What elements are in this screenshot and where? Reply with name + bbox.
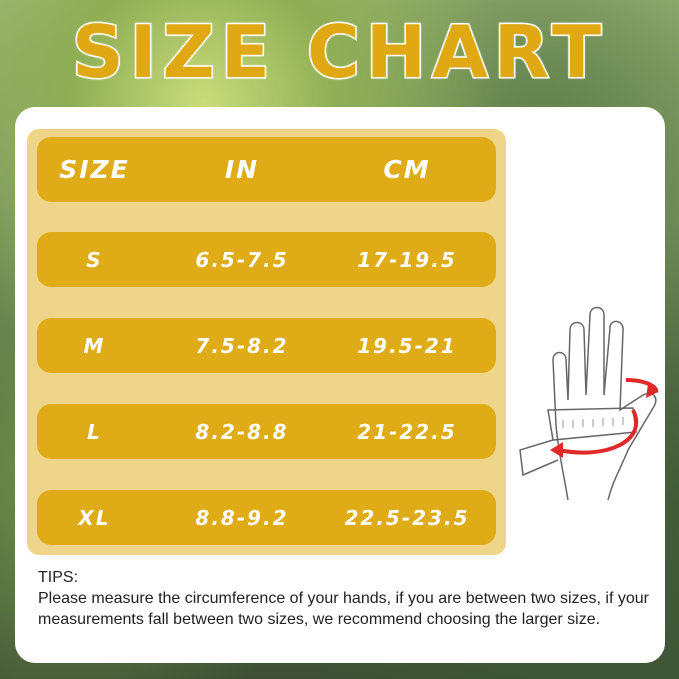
hand-measurement-icon [519,306,659,501]
cell-size: M [83,333,106,358]
cell-in: 8.2-8.8 [195,419,289,444]
cell-size: L [87,419,102,444]
cell-cm: 22.5-23.5 [344,505,470,530]
cell-cm: 21-22.5 [357,419,457,444]
cell-size: S [86,247,103,272]
cell-in: 6.5-7.5 [195,247,289,272]
header-in: IN [224,155,260,184]
table-row: S 6.5-7.5 17-19.5 [37,232,496,287]
cell-size: XL [78,505,111,530]
cell-cm: 17-19.5 [357,247,457,272]
cell-cm: 19.5-21 [357,333,457,358]
tips-section: TIPS: Please measure the circumference o… [38,567,658,630]
cell-in: 7.5-8.2 [195,333,289,358]
table-row: M 7.5-8.2 19.5-21 [37,318,496,373]
header-cm: CM [383,155,431,184]
tips-body: Please measure the circumference of your… [38,590,649,628]
table-row: XL 8.8-9.2 22.5-23.5 [37,490,496,545]
tips-heading: TIPS: [38,569,79,586]
header-size: SIZE [59,155,130,184]
table-header-row: SIZE IN CM [37,137,496,202]
table-row: L 8.2-8.8 21-22.5 [37,404,496,459]
cell-in: 8.8-9.2 [195,505,289,530]
page-title: SIZE CHART [70,9,608,96]
